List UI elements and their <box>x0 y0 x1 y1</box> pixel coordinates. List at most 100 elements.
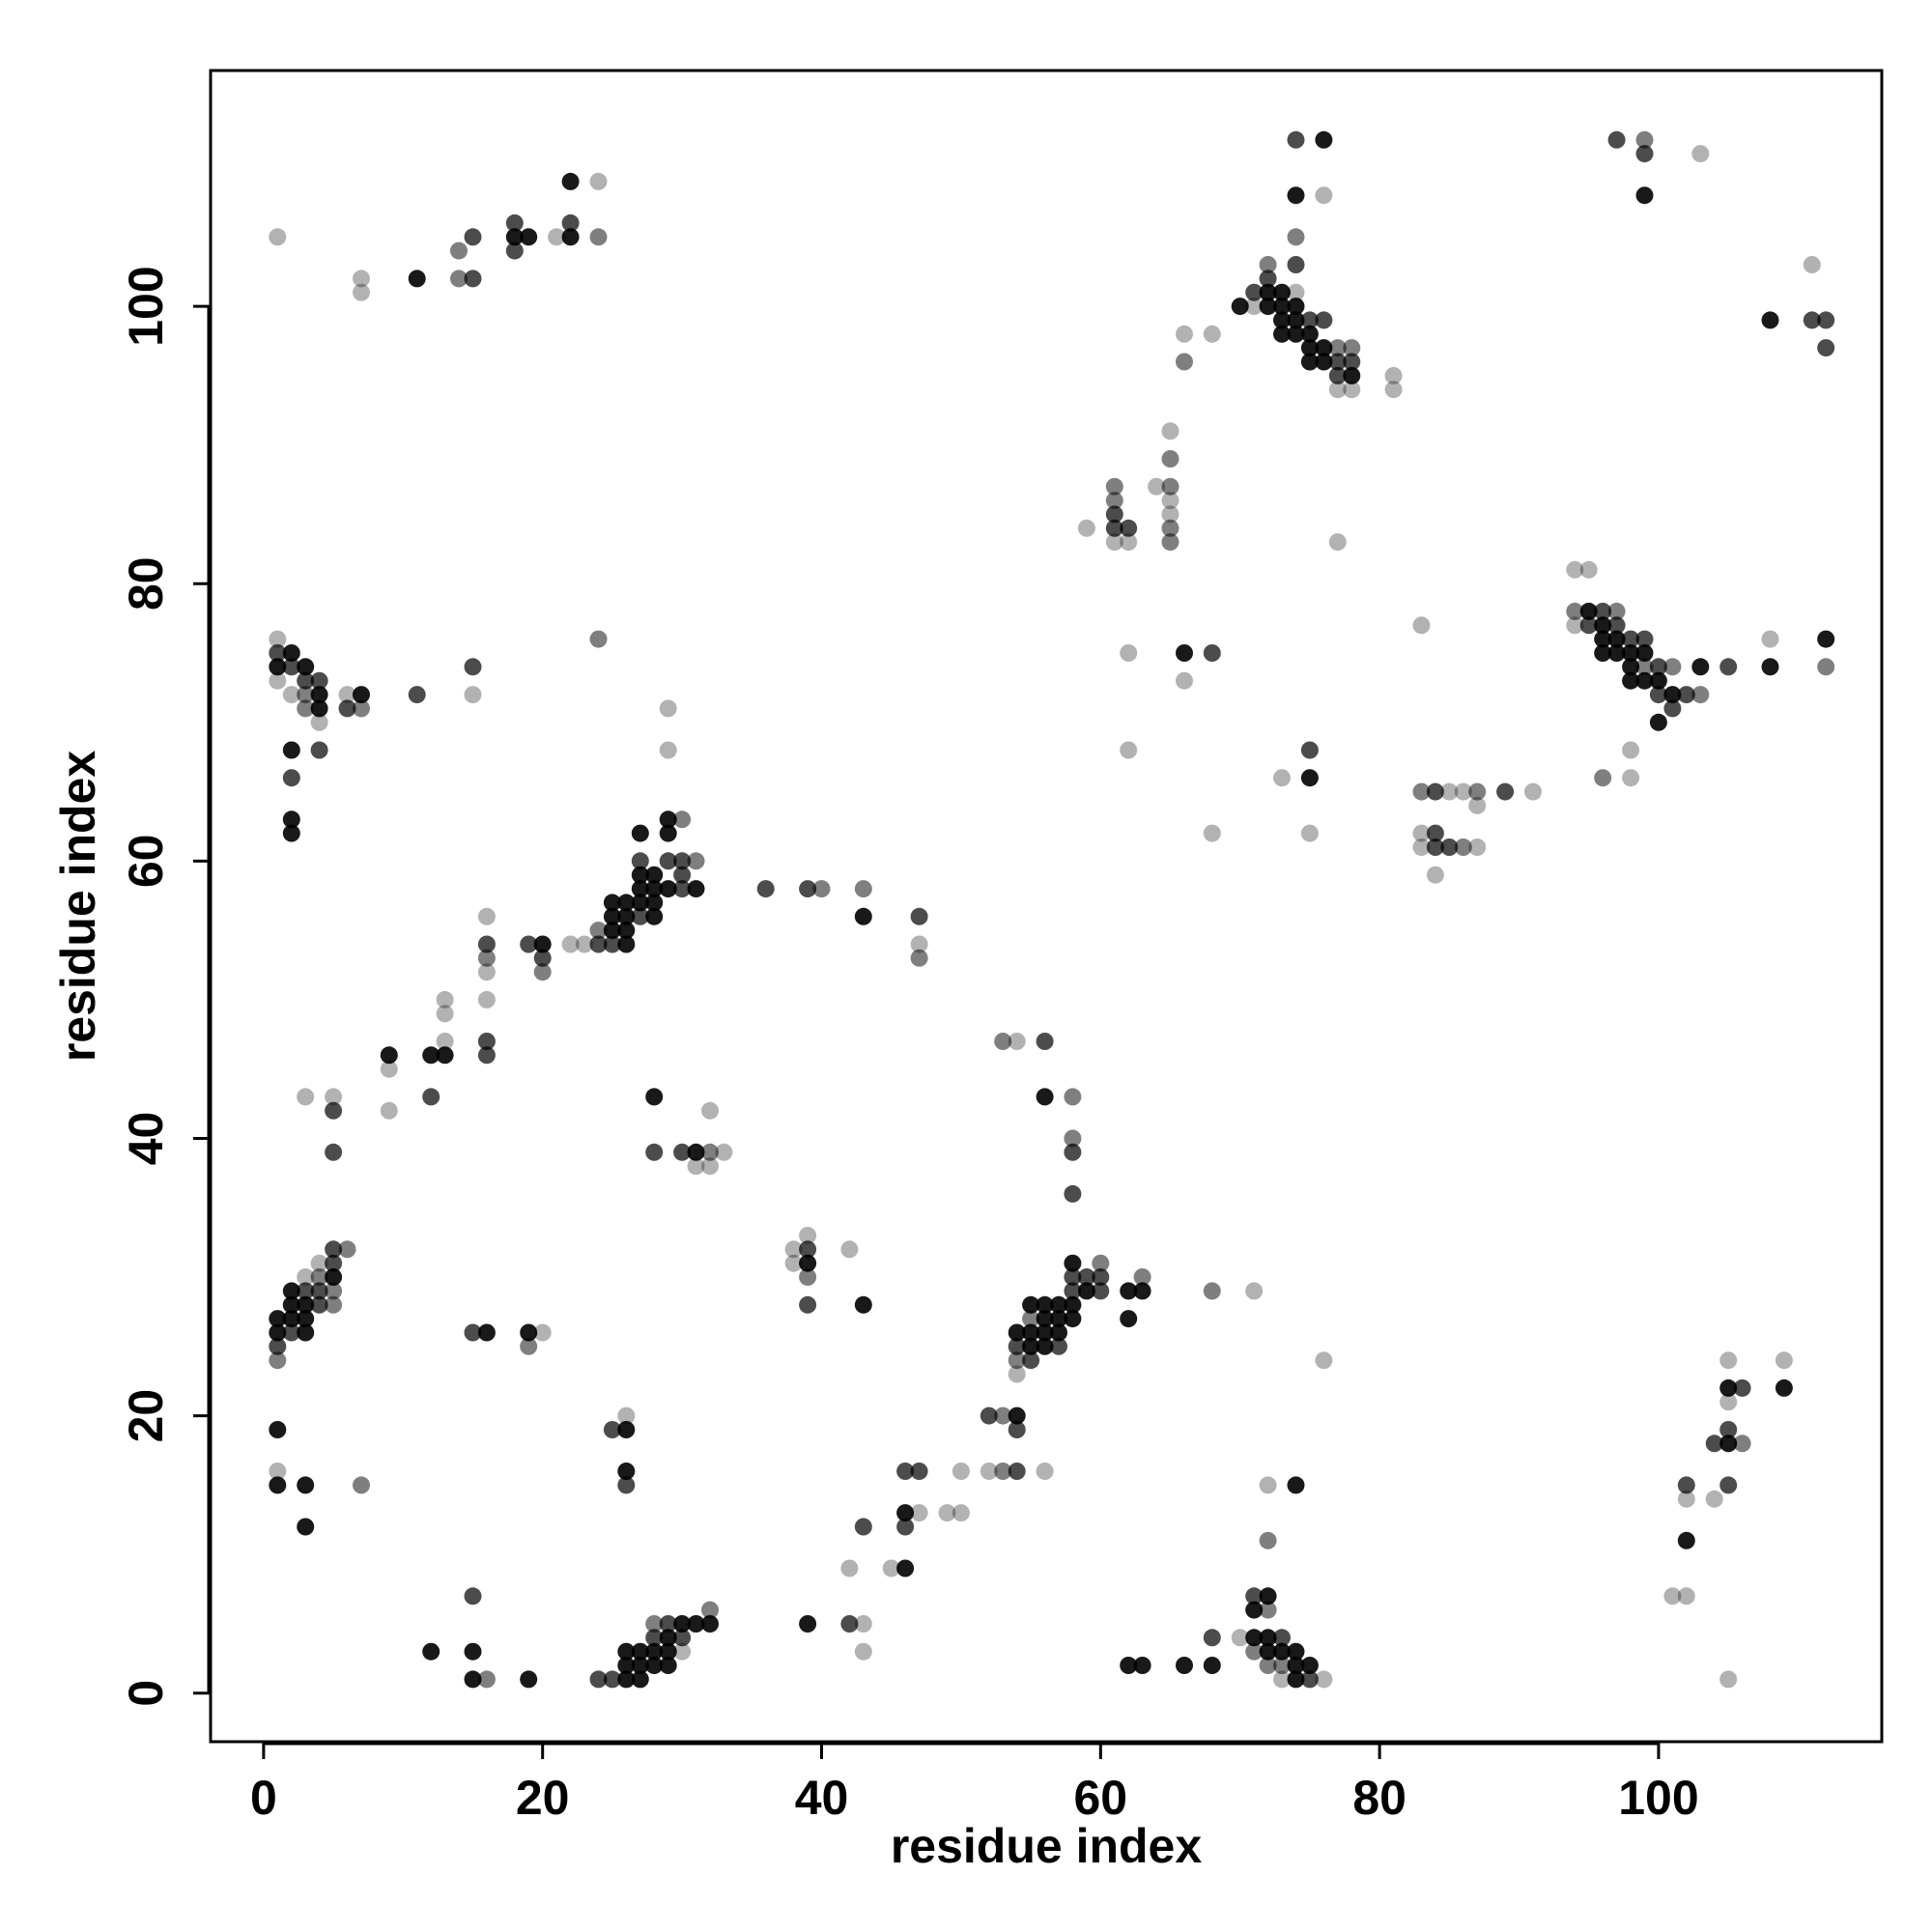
data-point <box>784 1240 803 1259</box>
data-point <box>1412 616 1431 635</box>
data-point <box>1454 838 1472 856</box>
data-point <box>1161 422 1179 440</box>
data-point <box>1064 1310 1082 1328</box>
data-point <box>1203 644 1221 662</box>
data-point <box>1064 1143 1082 1161</box>
data-point <box>477 935 496 953</box>
data-point <box>422 1642 440 1661</box>
data-point <box>1161 477 1179 496</box>
data-point <box>1635 186 1654 205</box>
data-point <box>1064 1268 1082 1286</box>
data-point <box>380 1060 398 1078</box>
data-point <box>1273 325 1291 343</box>
data-point <box>282 644 300 662</box>
data-point <box>1315 130 1333 149</box>
data-point <box>1259 1629 1277 1647</box>
data-point <box>1761 630 1779 648</box>
data-point <box>910 1504 928 1522</box>
data-point <box>1259 1601 1277 1619</box>
data-point <box>282 1295 300 1314</box>
data-point <box>1412 838 1431 856</box>
data-point <box>910 935 928 953</box>
y-axis-label: residue index <box>51 751 105 1063</box>
data-point <box>1050 1337 1067 1355</box>
data-point <box>269 228 287 246</box>
data-point <box>617 1476 636 1494</box>
data-point <box>1733 1435 1751 1453</box>
data-point <box>1524 782 1542 801</box>
data-point <box>1566 602 1584 620</box>
data-point <box>1259 283 1277 301</box>
x-axis: 0 20 40 60 80 100 <box>250 1742 1699 1825</box>
data-point <box>282 769 300 787</box>
data-point <box>477 1033 496 1050</box>
data-point <box>464 1323 482 1342</box>
data-point <box>297 1518 315 1536</box>
data-point <box>659 852 677 870</box>
data-point <box>1259 1587 1277 1605</box>
data-point <box>910 1463 928 1480</box>
data-point <box>617 1657 636 1674</box>
data-point <box>1064 1129 1082 1148</box>
data-point <box>1245 1601 1264 1619</box>
data-point <box>631 894 649 912</box>
data-point <box>1719 1351 1738 1370</box>
data-point <box>687 852 705 870</box>
data-point <box>1426 866 1444 884</box>
data-point <box>1133 1268 1151 1286</box>
data-point <box>1120 519 1138 537</box>
x-tick-label: 0 <box>250 1771 277 1825</box>
data-point <box>477 990 496 1009</box>
data-point <box>533 935 552 953</box>
data-point <box>1607 602 1626 620</box>
data-point <box>269 630 287 648</box>
data-point <box>799 1254 817 1272</box>
data-point <box>603 894 621 912</box>
data-point <box>645 907 664 925</box>
data-point <box>1008 1365 1026 1383</box>
data-point <box>1677 1490 1695 1508</box>
data-point <box>854 1615 872 1633</box>
data-point <box>1287 130 1305 149</box>
data-point <box>1259 256 1277 273</box>
data-point <box>576 935 593 953</box>
data-point <box>589 1670 608 1689</box>
data-point <box>1064 1088 1082 1106</box>
data-point <box>1092 1268 1110 1286</box>
data-point <box>310 741 328 759</box>
data-point <box>1287 298 1305 316</box>
data-point <box>520 1323 538 1342</box>
data-point <box>1300 741 1319 759</box>
data-point <box>1328 366 1347 384</box>
data-point <box>1105 505 1123 524</box>
data-point <box>1287 283 1305 301</box>
data-point <box>1273 1670 1291 1689</box>
data-point <box>1064 1254 1082 1272</box>
data-point <box>701 1601 719 1619</box>
data-point <box>338 686 356 704</box>
data-point <box>561 228 580 246</box>
data-point <box>1203 1657 1221 1674</box>
data-point <box>617 1463 636 1480</box>
data-point <box>1635 130 1654 149</box>
data-point <box>617 1421 636 1438</box>
data-point <box>1120 1282 1138 1300</box>
data-point <box>297 1268 315 1286</box>
data-point <box>1594 630 1612 648</box>
data-point <box>1203 824 1221 842</box>
data-point <box>1273 311 1291 329</box>
data-point <box>840 1559 859 1577</box>
data-point <box>1259 1531 1277 1549</box>
data-point <box>1273 1657 1291 1674</box>
data-point <box>1077 1282 1095 1300</box>
data-point <box>1161 450 1179 468</box>
data-point <box>1719 1670 1738 1689</box>
data-point <box>1008 1421 1026 1438</box>
data-point <box>1761 658 1779 676</box>
data-point <box>1120 644 1138 662</box>
data-point <box>1287 256 1305 273</box>
data-point <box>1300 1670 1319 1689</box>
data-point <box>408 270 426 288</box>
data-point <box>1607 630 1626 648</box>
